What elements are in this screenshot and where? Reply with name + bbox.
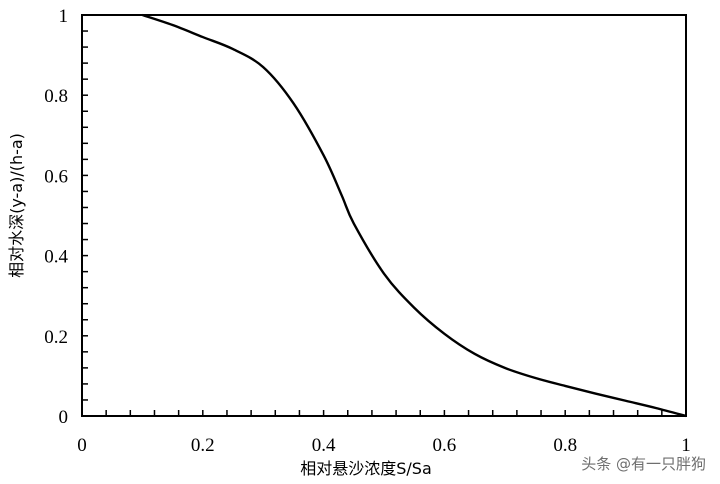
series-line bbox=[142, 13, 687, 418]
x-tick-label: 0.6 bbox=[433, 435, 457, 456]
x-tick-labels: 0 0.2 0.4 0.6 0.8 1 bbox=[77, 435, 691, 456]
x-tick-label: 1 bbox=[681, 435, 691, 456]
x-tick-label: 0.8 bbox=[553, 435, 577, 456]
watermark: 头条 @有一只胖狗 bbox=[581, 455, 706, 473]
plot-area-frame bbox=[81, 14, 687, 417]
y-tick-label: 1 bbox=[59, 6, 69, 27]
y-axis-title: 相对水深(y-a)/(h-a) bbox=[7, 133, 26, 278]
x-tick-label: 0.2 bbox=[191, 435, 215, 456]
y-minor-ticks bbox=[82, 30, 88, 401]
y-tick-labels: 0 0.2 0.4 0.6 0.8 1 bbox=[44, 6, 68, 428]
y-tick-label: 0.4 bbox=[44, 247, 68, 268]
y-tick-label: 0 bbox=[59, 407, 69, 428]
x-tick-label: 0 bbox=[77, 435, 87, 456]
x-tick-label: 0.4 bbox=[312, 435, 336, 456]
x-axis-title: 相对悬沙浓度S/Sa bbox=[300, 459, 432, 478]
x-minor-ticks bbox=[105, 410, 663, 416]
y-tick-label: 0.8 bbox=[44, 86, 68, 107]
y-tick-label: 0.2 bbox=[44, 327, 68, 348]
y-tick-label: 0.6 bbox=[44, 166, 68, 187]
